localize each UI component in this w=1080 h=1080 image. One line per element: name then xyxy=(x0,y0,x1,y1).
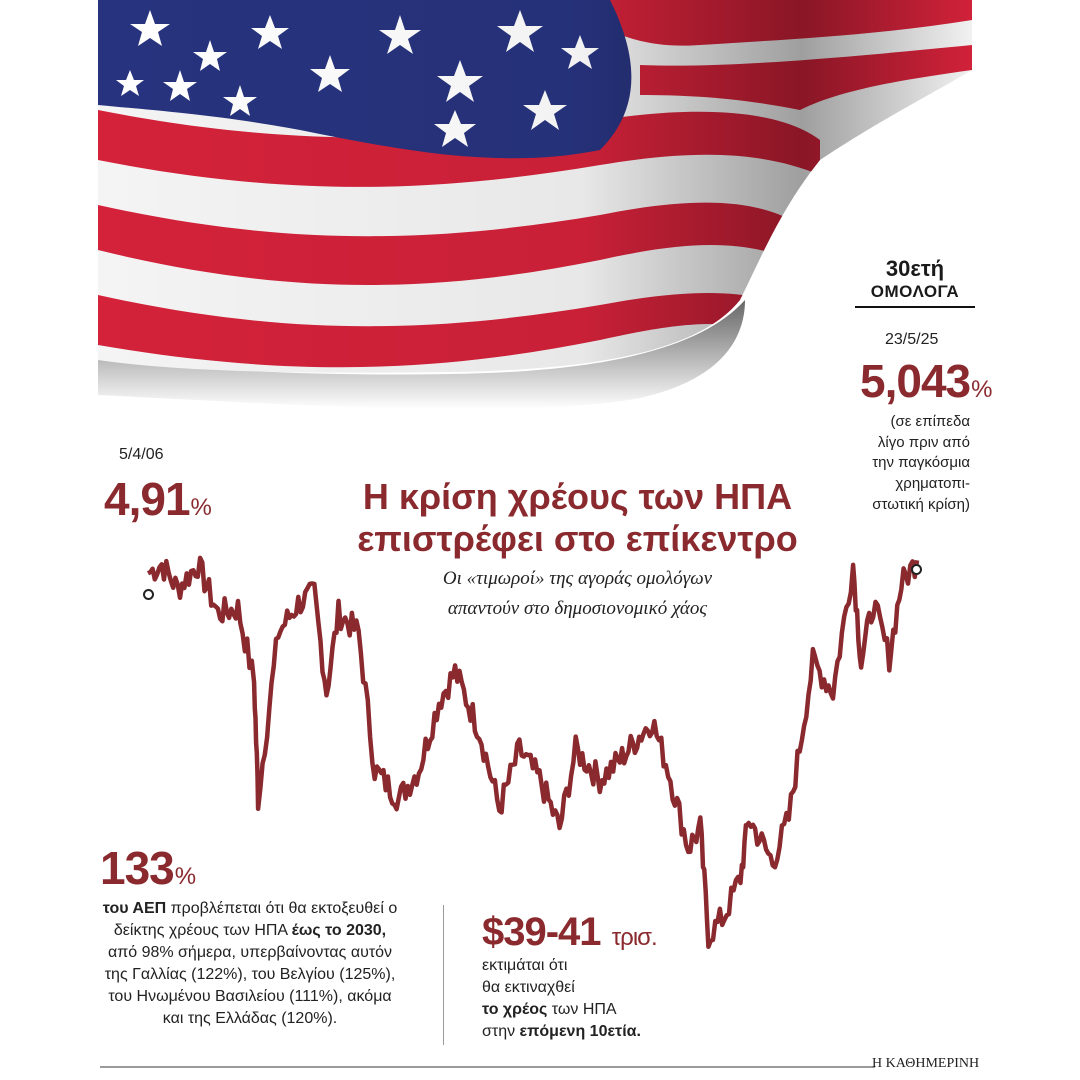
debt-text-line: θα εκτιναχθεί xyxy=(482,979,575,997)
end-note-line: λίγο πριν από xyxy=(877,433,970,451)
debt-value-number: $39-41 xyxy=(482,910,602,954)
headline-line2: επιστρέφει στο επίκεντρο xyxy=(357,518,798,560)
end-value: 5,043% xyxy=(860,355,992,407)
start-value-number: 4,91 xyxy=(104,473,191,525)
us-flag-illustration xyxy=(98,0,972,410)
debt-text-bold: το χρέος xyxy=(482,1001,548,1019)
debt-value-unit: τρισ. xyxy=(611,924,658,951)
end-note-line: την παγκόσμια xyxy=(872,454,970,472)
gdp-text-bold: έως το 2030, xyxy=(291,922,387,940)
end-note-line: (σε επίπεδα xyxy=(890,413,970,430)
end-point-marker xyxy=(911,564,922,575)
gdp-stat-value: 133% xyxy=(100,845,400,891)
source-credit: Η ΚΑΘΗΜΕΡΙΝΗ xyxy=(872,1056,980,1071)
headline-line1: Η κρίση χρέους των ΗΠΑ xyxy=(362,476,793,517)
end-value-number: 5,043 xyxy=(860,355,971,407)
debt-text-line: το χρέος των ΗΠΑ xyxy=(482,999,702,1021)
subtitle-line1: Οι «τιμωροί» της αγοράς ομολόγων xyxy=(442,567,713,589)
debt-stat-text: εκτιμάται ότι θα εκτιναχθεί το χρέος των… xyxy=(482,955,702,1043)
debt-text-line: στην επόμενη 10ετία. xyxy=(482,1021,702,1043)
gdp-value-number: 133 xyxy=(100,842,175,894)
debt-text-part: στην xyxy=(482,1023,520,1041)
gdp-text-part: προβλέπεται ότι θα εκτοξευθεί ο δείκτης … xyxy=(113,900,398,940)
end-date: 23/5/25 xyxy=(885,331,939,348)
end-note-line: στωτική κρίση) xyxy=(872,495,970,513)
yield-series-line xyxy=(146,555,920,950)
debt-text-line: εκτιμάται ότι xyxy=(482,957,568,974)
footer-rule xyxy=(100,1066,875,1068)
bond-label-maturity: 30ετή xyxy=(885,256,945,281)
headline-block: Η κρίση χρέους των ΗΠΑ επιστρέφει στο επ… xyxy=(330,476,825,620)
end-note: (σε επίπεδα λίγο πριν από την παγκόσμια … xyxy=(830,412,970,515)
gdp-stat-text: του ΑΕΠ προβλέπεται ότι θα εκτοξευθεί ο … xyxy=(100,898,400,1030)
bond-label-type: ΟΜΟΛΟΓΑ xyxy=(855,282,975,308)
divider xyxy=(443,905,444,1045)
subtitle-line2: απαντούν στο δημοσιονομικό χάος xyxy=(447,597,708,619)
debt-text-bold: επόμενη 10ετία. xyxy=(519,1023,641,1041)
end-note-line: χρηματοπι- xyxy=(895,475,970,493)
gdp-text-part: από 98% σήμερα, υπερβαίνοντας αυτόν της … xyxy=(104,944,396,1028)
end-value-unit: % xyxy=(971,376,992,403)
start-date: 5/4/06 xyxy=(119,446,164,463)
bond-label: 30ετή ΟΜΟΛΟΓΑ xyxy=(855,256,975,308)
start-point-marker xyxy=(143,589,154,600)
gdp-text-bold: του ΑΕΠ xyxy=(102,900,167,917)
gdp-value-unit: % xyxy=(174,863,196,890)
debt-text-part: των ΗΠΑ xyxy=(547,1001,617,1019)
start-value: 4,91% xyxy=(104,473,212,525)
debt-stat-value: $39-41 τρισ. xyxy=(482,910,658,954)
start-value-unit: % xyxy=(190,494,212,521)
